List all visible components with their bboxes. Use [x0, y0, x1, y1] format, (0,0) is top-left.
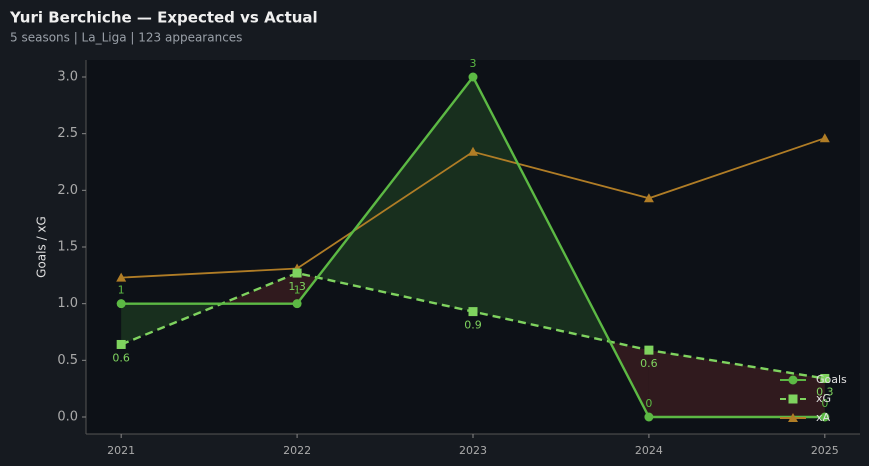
y-tick-label: 1.0 — [57, 296, 78, 311]
point — [644, 345, 654, 355]
x-tick-label: 2025 — [811, 444, 839, 457]
legend-marker — [788, 413, 798, 422]
y-tick-label: 3.0 — [57, 70, 78, 85]
point — [292, 299, 302, 309]
y-tick-label: 2.0 — [57, 183, 78, 198]
data-label: 3 — [470, 57, 477, 70]
x-tick-label: 2021 — [107, 444, 135, 457]
plot-area — [86, 60, 860, 434]
fill-area — [317, 77, 473, 312]
point — [644, 412, 654, 422]
y-tick-label: 2.5 — [57, 126, 78, 141]
point — [116, 299, 126, 309]
point — [820, 412, 830, 422]
y-tick-label: 1.5 — [57, 240, 78, 255]
x-tick-label: 2024 — [635, 444, 663, 457]
data-label: 1 — [294, 284, 301, 297]
data-label: 0 — [645, 397, 652, 410]
x-tick-label: 2022 — [283, 444, 311, 457]
data-label: 0.3 — [816, 385, 834, 398]
chart-title: Yuri Berchiche — Expected vs Actual — [9, 9, 318, 27]
data-label: 1.3 — [288, 280, 306, 293]
point — [468, 72, 478, 82]
data-label: 0.6 — [640, 357, 658, 370]
legend-label: xA — [816, 411, 831, 424]
point — [643, 193, 654, 203]
data-label: 0.9 — [464, 319, 482, 332]
chart-subtitle: 5 seasons | La_Liga | 123 appearances — [10, 31, 242, 45]
point — [116, 339, 126, 349]
point — [820, 373, 830, 383]
y-tick-label: 0.0 — [57, 410, 78, 425]
y-axis-label: Goals / xG — [35, 216, 49, 278]
data-label: 1 — [118, 284, 125, 297]
data-label: 0 — [821, 397, 828, 410]
fill-area — [648, 350, 825, 417]
point — [292, 268, 302, 278]
legend-label: xG — [816, 392, 831, 405]
legend-marker — [788, 375, 798, 385]
data-label: 0.6 — [112, 351, 130, 364]
legend-label: Goals — [816, 373, 847, 386]
point — [468, 307, 478, 317]
point — [819, 133, 830, 143]
legend-marker — [788, 394, 798, 404]
point — [468, 146, 478, 156]
point — [116, 272, 127, 282]
y-tick-label: 0.5 — [57, 353, 78, 368]
x-tick-label: 2023 — [459, 444, 487, 457]
